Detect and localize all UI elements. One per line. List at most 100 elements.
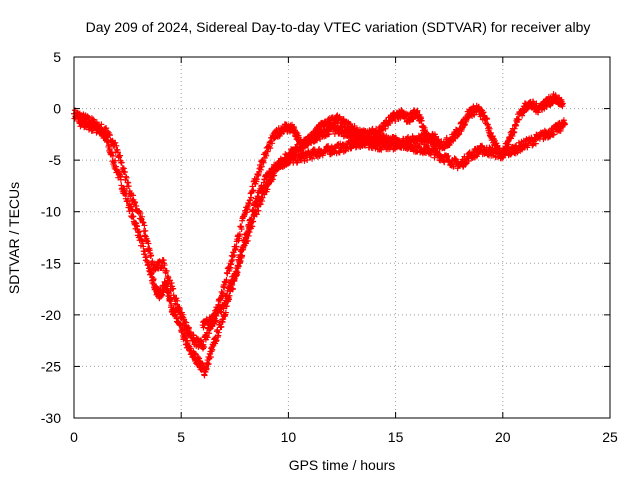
sample-marker — [501, 151, 508, 158]
x-tick-label: 20 — [495, 429, 511, 445]
sample-marker — [121, 168, 128, 175]
sample-marker — [142, 227, 149, 234]
x-axis-label: GPS time / hours — [289, 457, 396, 473]
data-points — [71, 91, 568, 379]
sample-marker — [258, 163, 265, 170]
sample-marker — [484, 116, 491, 123]
sample-marker — [170, 285, 177, 292]
sample-marker — [231, 252, 238, 259]
sample-marker — [445, 152, 452, 159]
sample-marker — [337, 125, 344, 132]
sample-marker — [191, 350, 198, 357]
sample-marker — [109, 152, 116, 159]
sample-marker — [246, 229, 253, 236]
sample-marker — [473, 153, 480, 160]
sample-marker — [250, 187, 257, 194]
sample-marker — [450, 163, 457, 170]
sample-marker — [238, 226, 245, 233]
sample-marker — [163, 268, 170, 275]
sample-marker — [263, 152, 270, 159]
plot-frame — [73, 56, 611, 419]
sample-marker — [208, 321, 215, 328]
sample-marker — [296, 139, 303, 146]
sample-marker — [519, 112, 526, 119]
sample-marker — [204, 334, 211, 341]
y-tick-labels: 5 0 -5 -10 -15 -20 -25 -30 — [41, 49, 61, 426]
sample-marker — [244, 237, 251, 244]
data-point — [561, 121, 568, 128]
sample-marker — [209, 346, 216, 353]
x-tick-labels: 0 5 10 15 20 25 — [70, 429, 618, 445]
sample-marker — [218, 323, 225, 330]
sample-marker — [253, 176, 260, 183]
x-tick-label: 15 — [388, 429, 404, 445]
sample-marker — [173, 295, 180, 302]
x-tick-label: 0 — [70, 429, 78, 445]
sample-marker — [441, 159, 448, 166]
sample-marker — [223, 276, 230, 283]
sample-marker — [308, 139, 315, 146]
sample-marker — [84, 113, 91, 120]
sample-marker — [139, 213, 146, 220]
sample-marker — [183, 319, 190, 326]
sample-marker — [228, 281, 235, 288]
sample-marker — [108, 149, 115, 156]
sample-marker — [161, 262, 168, 269]
sample-marker — [219, 290, 226, 297]
sample-marker — [260, 159, 267, 166]
sample-marker — [112, 163, 119, 170]
sample-marker — [504, 144, 511, 151]
sample-marker — [258, 182, 265, 189]
grid — [73, 56, 611, 419]
sample-marker — [529, 142, 536, 149]
sample-marker — [228, 258, 235, 265]
sample-marker — [318, 126, 325, 133]
sample-marker — [382, 125, 389, 132]
sample-marker — [224, 295, 231, 302]
sample-marker — [190, 332, 197, 339]
sample-marker — [125, 183, 132, 190]
series-track-a — [71, 107, 568, 379]
sample-marker — [509, 132, 516, 139]
sample-marker — [505, 141, 512, 148]
sample-marker — [221, 301, 228, 308]
sample-marker — [351, 130, 358, 137]
sample-marker — [165, 290, 172, 297]
sample-marker — [148, 252, 155, 259]
sample-marker — [125, 196, 132, 203]
sample-marker — [132, 219, 139, 226]
sample-marker — [264, 186, 271, 193]
sample-marker — [137, 233, 144, 240]
sample-marker — [215, 329, 222, 336]
sample-marker — [269, 140, 276, 147]
sample-marker — [552, 92, 559, 99]
sample-marker — [257, 166, 264, 173]
chart-title: Day 209 of 2024, Sidereal Day-to-day VTE… — [86, 19, 591, 35]
sample-marker — [118, 159, 125, 166]
sample-marker — [98, 121, 105, 128]
sample-marker — [507, 151, 514, 158]
sample-marker — [267, 145, 274, 152]
sample-marker — [137, 210, 144, 217]
sample-marker — [201, 343, 208, 350]
sample-marker — [396, 138, 403, 145]
sample-marker — [351, 122, 358, 129]
sample-marker — [259, 194, 266, 201]
x-tick-label: 10 — [281, 429, 297, 445]
sample-marker — [117, 152, 124, 159]
sample-marker — [550, 131, 557, 138]
sample-marker — [122, 190, 129, 197]
sample-marker — [255, 207, 262, 214]
y-tick-label: -30 — [41, 410, 61, 426]
sample-marker — [112, 157, 119, 164]
sample-marker — [185, 324, 192, 331]
y-tick-label: -20 — [41, 307, 61, 323]
sample-marker — [206, 330, 213, 337]
sample-marker — [326, 131, 333, 138]
sample-marker — [304, 156, 311, 163]
sample-marker — [392, 118, 399, 125]
data-point — [559, 100, 566, 107]
y-tick-label: 5 — [53, 49, 61, 65]
sample-marker — [127, 203, 134, 210]
